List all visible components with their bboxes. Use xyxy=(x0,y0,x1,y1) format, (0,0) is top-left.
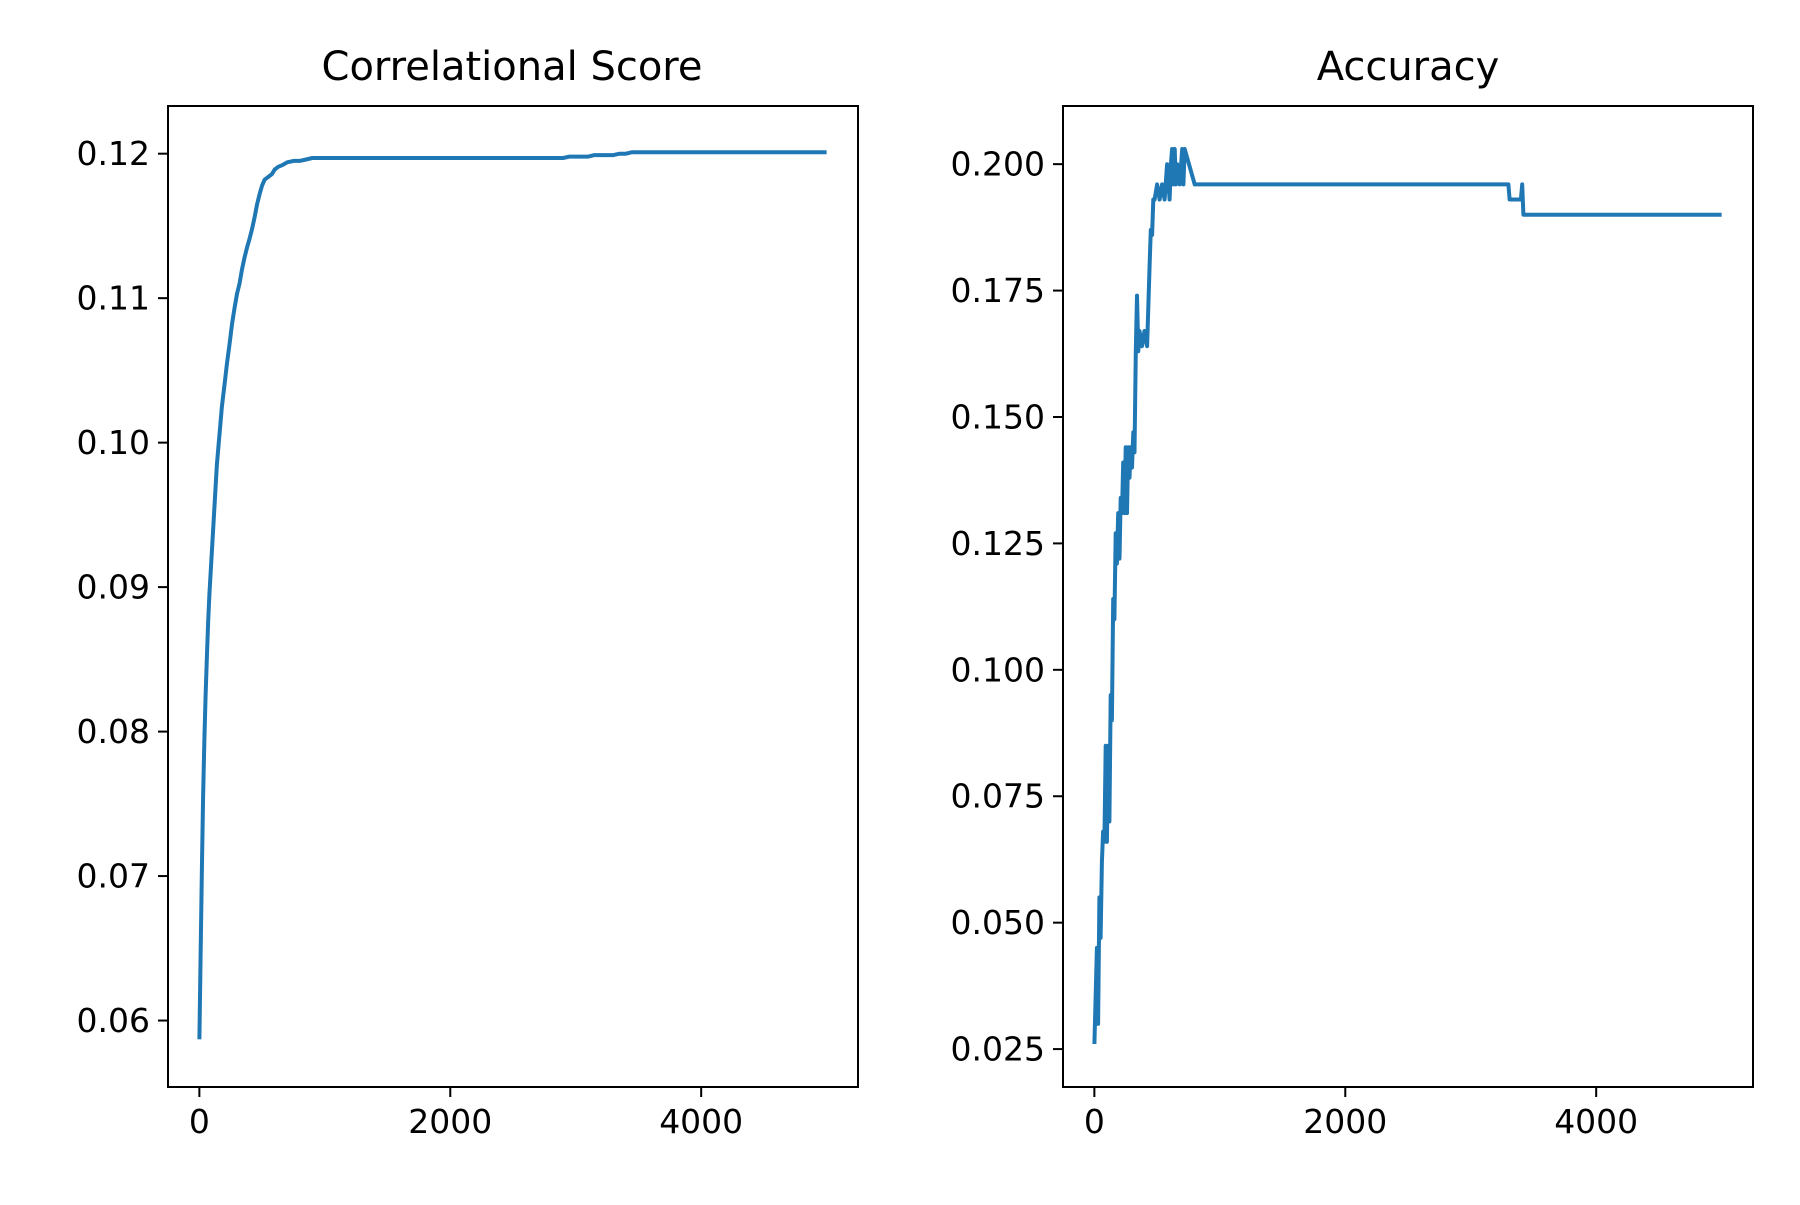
y-tick-label: 0.11 xyxy=(77,279,150,318)
series-line-correlational-score xyxy=(197,150,827,1040)
y-axis-ticks: 0.06 0.07 0.08 0.09 0.10 0.11 0.12 xyxy=(77,134,168,1040)
x-tick-label: 4000 xyxy=(1554,1102,1638,1141)
plot-frame xyxy=(1062,105,1754,1088)
x-tick-label: 2000 xyxy=(1303,1102,1387,1141)
y-tick-label: 0.09 xyxy=(77,568,150,607)
chart-panel-accuracy: Accuracy 0.0250.0500.0750.1000.1250.1500… xyxy=(951,44,1754,1141)
y-tick-label: 0.100 xyxy=(951,650,1045,689)
y-tick-label: 0.125 xyxy=(951,524,1045,563)
y-tick-label: 0.150 xyxy=(951,397,1045,436)
y-tick-label: 0.10 xyxy=(77,423,150,462)
x-tick-label: 0 xyxy=(1084,1102,1105,1141)
x-axis-ticks: 0 2000 4000 xyxy=(189,1087,743,1141)
y-tick-label: 0.12 xyxy=(77,134,150,173)
x-tick-label: 0 xyxy=(189,1102,210,1141)
chart-panel-correlational-score: Correlational Score 0.06 0.07 0.08 0.09 0.10… xyxy=(77,44,859,1141)
y-tick-label: 0.200 xyxy=(951,145,1045,184)
chart-title: Accuracy xyxy=(1317,44,1500,90)
y-tick-label: 0.050 xyxy=(951,903,1045,942)
x-tick-label: 4000 xyxy=(659,1102,743,1141)
plot-frame xyxy=(167,105,859,1088)
y-tick-label: 0.075 xyxy=(951,777,1045,816)
y-tick-label: 0.06 xyxy=(77,1001,150,1040)
x-tick-label: 2000 xyxy=(408,1102,492,1141)
series-line-accuracy xyxy=(1092,147,1722,1045)
x-axis-ticks: 0 2000 4000 xyxy=(1084,1087,1638,1141)
y-tick-label: 0.07 xyxy=(77,857,150,896)
y-axis-ticks: 0.025 0.050 0.075 0.100 0.125 0.150 0.175 0.200 xyxy=(951,145,1063,1069)
y-tick-label: 0.025 xyxy=(951,1030,1045,1069)
chart-title: Correlational Score xyxy=(322,44,703,90)
y-tick-label: 0.175 xyxy=(951,271,1045,310)
y-tick-label: 0.08 xyxy=(77,712,150,751)
